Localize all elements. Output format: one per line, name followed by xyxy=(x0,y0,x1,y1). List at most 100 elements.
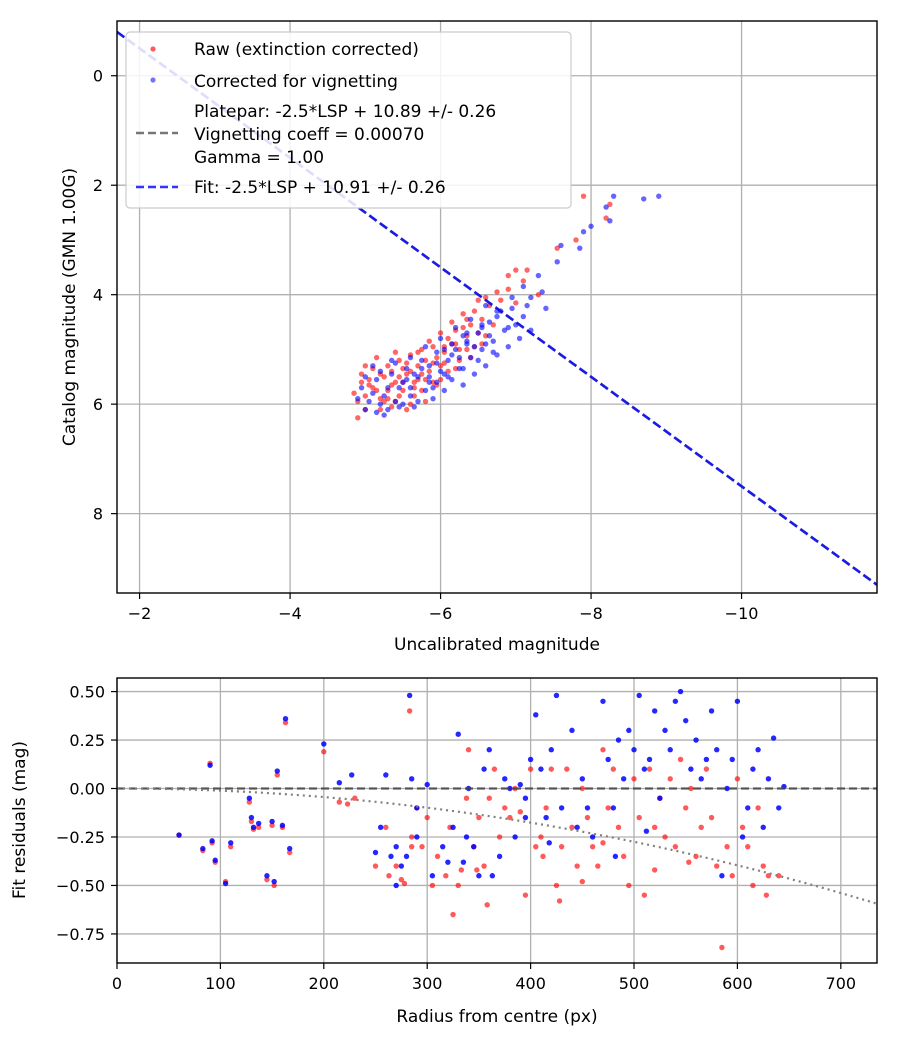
raw-point xyxy=(494,289,500,295)
corrected-residual-point xyxy=(626,727,632,734)
top-x-tick-label: −2 xyxy=(128,604,152,623)
raw-residual-point xyxy=(286,849,293,856)
corrected-residual-point xyxy=(719,873,725,879)
corrected-residual-point xyxy=(200,845,206,852)
raw-residual-point xyxy=(269,822,275,829)
corrected-residual-point xyxy=(620,776,627,782)
raw-point xyxy=(419,387,425,394)
bottom-x-tick-label: 0 xyxy=(112,974,122,993)
corrected-residual-point xyxy=(286,845,293,852)
raw-point xyxy=(554,245,560,251)
raw-residual-point xyxy=(763,892,770,898)
corrected-residual-point xyxy=(755,747,761,753)
corrected-residual-point xyxy=(636,692,642,699)
raw-residual-point xyxy=(760,863,766,869)
corrected-point xyxy=(460,333,466,339)
corrected-point xyxy=(509,294,515,301)
corrected-residual-point xyxy=(683,717,689,724)
corrected-point xyxy=(396,385,402,391)
corrected-residual-point xyxy=(455,731,461,737)
raw-point xyxy=(524,267,530,273)
corrected-residual-point xyxy=(269,818,275,825)
raw-residual-point xyxy=(533,843,539,850)
raw-point xyxy=(520,278,527,284)
legend-label-platepar-3: Gamma = 1.00 xyxy=(194,148,324,168)
corrected-residual-point xyxy=(776,805,782,811)
raw-point xyxy=(415,349,421,355)
corrected-residual-point xyxy=(489,873,496,879)
raw-point xyxy=(535,291,542,298)
raw-point xyxy=(467,322,474,328)
raw-point xyxy=(580,193,587,199)
corrected-point xyxy=(385,406,391,413)
raw-residual-point xyxy=(558,843,565,850)
corrected-point xyxy=(449,376,455,383)
corrected-residual-point xyxy=(641,766,648,772)
corrected-point xyxy=(419,365,425,372)
corrected-point xyxy=(400,379,406,385)
raw-point xyxy=(351,390,357,396)
corrected-point xyxy=(456,365,463,372)
corrected-residual-point xyxy=(688,766,694,772)
corrected-point xyxy=(415,374,421,380)
raw-point xyxy=(396,393,402,399)
corrected-point xyxy=(471,371,478,377)
raw-point xyxy=(366,382,372,388)
corrected-residual-point xyxy=(212,857,218,863)
corrected-residual-point xyxy=(770,735,777,741)
corrected-residual-point xyxy=(463,834,470,840)
raw-point xyxy=(426,338,432,344)
raw-point xyxy=(460,324,466,331)
raw-point xyxy=(377,406,384,413)
raw-point xyxy=(460,311,466,317)
corrected-residual-point xyxy=(460,859,467,865)
corrected-point xyxy=(524,302,530,309)
corrected-residual-point xyxy=(657,795,663,801)
corrected-residual-point xyxy=(408,776,415,782)
corrected-residual-point xyxy=(734,698,741,704)
raw-residual-point xyxy=(424,814,430,821)
top-y-tick-label: 6 xyxy=(93,395,103,414)
corrected-point xyxy=(445,374,451,380)
corrected-point xyxy=(373,376,380,383)
residuals-panel: 0 100 200 300 400 500 600 700 0.50 0.25 0.00 −0.25… xyxy=(10,677,878,1027)
corrected-residual-point xyxy=(745,805,751,811)
raw-residual-point xyxy=(579,785,586,792)
raw-residual-point xyxy=(434,853,441,860)
corrected-point xyxy=(422,387,429,394)
raw-residual-point xyxy=(282,719,289,726)
corrected-point xyxy=(449,352,455,358)
corrected-residual-point xyxy=(729,756,735,763)
raw-residual-point xyxy=(584,814,591,821)
raw-point xyxy=(471,308,478,314)
raw-residual-point xyxy=(556,898,563,904)
raw-point xyxy=(434,354,440,361)
raw-point xyxy=(426,368,432,375)
raw-residual-point xyxy=(620,853,627,860)
corrected-residual-point xyxy=(527,756,534,763)
raw-point xyxy=(355,415,361,421)
raw-residual-point xyxy=(491,766,498,772)
corrected-point xyxy=(475,330,481,336)
corrected-point xyxy=(610,193,617,199)
corrected-residual-point xyxy=(569,727,575,734)
raw-point xyxy=(411,393,417,399)
raw-residual-point xyxy=(641,892,648,898)
corrected-residual-point xyxy=(414,834,420,840)
corrected-residual-point xyxy=(584,805,591,811)
corrected-residual-point xyxy=(522,795,529,801)
raw-residual-point xyxy=(543,805,549,811)
corrected-residual-point xyxy=(476,873,482,879)
top-axes-frame xyxy=(116,20,878,594)
raw-residual-point xyxy=(569,824,575,830)
corrected-residual-point xyxy=(383,772,389,778)
corrected-residual-point xyxy=(176,832,182,838)
raw-point xyxy=(607,201,613,208)
raw-point xyxy=(415,363,421,369)
corrected-residual-point xyxy=(424,781,430,788)
corrected-point xyxy=(539,289,545,295)
top-x-tick-label: −10 xyxy=(725,604,759,623)
corrected-residual-point xyxy=(553,692,560,699)
corrected-point xyxy=(396,404,402,410)
corrected-point xyxy=(362,374,369,380)
